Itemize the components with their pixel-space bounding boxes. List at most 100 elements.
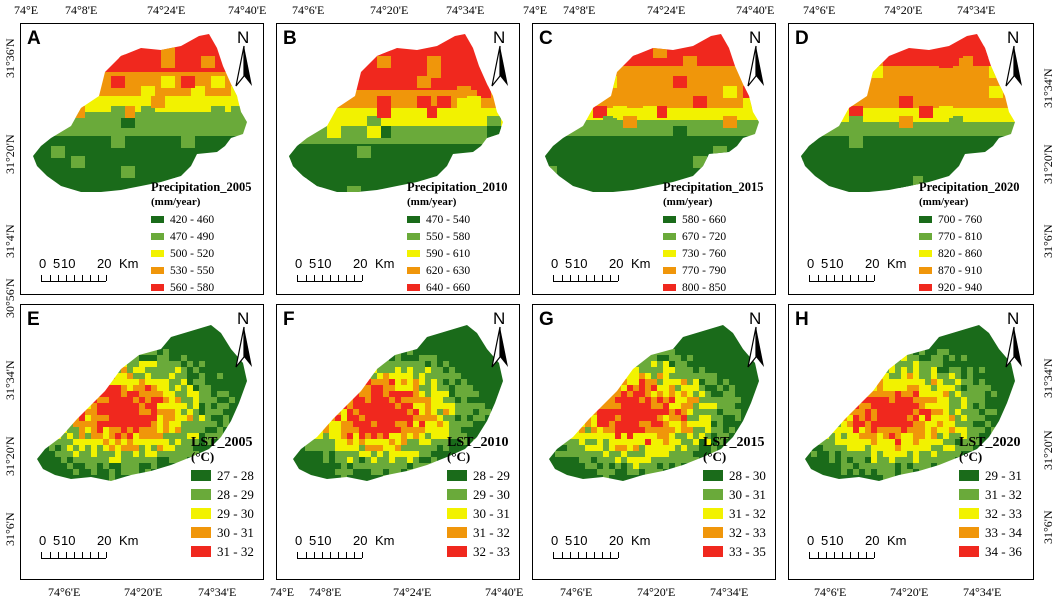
scale-bar-ticks xyxy=(553,552,619,559)
lst-cell xyxy=(765,421,771,427)
lst-cell xyxy=(335,337,341,343)
lst-cell xyxy=(961,421,967,427)
lst-cell xyxy=(961,355,967,361)
legend-swatch xyxy=(447,508,467,519)
legend-unit: (°C) xyxy=(703,449,727,464)
lst-cell xyxy=(805,469,811,475)
lst-cell xyxy=(759,391,765,397)
lst-cell xyxy=(889,481,895,487)
lst-cell xyxy=(311,337,317,343)
lst-cell xyxy=(91,415,97,421)
lst-cell xyxy=(823,451,829,457)
lst-cell xyxy=(835,391,841,397)
lst-cell xyxy=(907,457,913,463)
lst-cell xyxy=(145,343,151,349)
legend-item: 34 - 36 xyxy=(959,542,1022,561)
lst-cell xyxy=(85,361,91,367)
lst-cell xyxy=(407,427,413,433)
lst-cell xyxy=(55,337,61,343)
lst-cell xyxy=(723,373,729,379)
lst-cell xyxy=(621,385,627,391)
lst-cell xyxy=(573,463,579,469)
lst-cell xyxy=(449,415,455,421)
lst-cell xyxy=(579,319,585,325)
lst-cell xyxy=(615,373,621,379)
lst-cell xyxy=(359,475,365,481)
lst-cell xyxy=(829,385,835,391)
lst-cell xyxy=(579,373,585,379)
lst-cell xyxy=(85,349,91,355)
lst-cell xyxy=(395,385,401,391)
lst-cell xyxy=(817,463,823,469)
lst-cell xyxy=(407,343,413,349)
lst-cell xyxy=(835,355,841,361)
lst-cell xyxy=(883,487,889,493)
lst-cell xyxy=(883,409,889,415)
lst-cell xyxy=(317,415,323,421)
lst-cell xyxy=(865,331,871,337)
lst-cell xyxy=(329,331,335,337)
lst-cell xyxy=(1021,457,1027,463)
lst-cell xyxy=(639,421,645,427)
lst-cell xyxy=(479,403,485,409)
lst-cell xyxy=(389,355,395,361)
lst-cell xyxy=(961,331,967,337)
lst-cell xyxy=(877,487,883,493)
lst-cell xyxy=(841,349,847,355)
lst-cell xyxy=(925,337,931,343)
lst-cell xyxy=(353,439,359,445)
scale-number: 5 xyxy=(53,533,61,548)
lst-cell xyxy=(973,319,979,325)
lst-cell xyxy=(175,367,181,373)
lst-cell xyxy=(829,481,835,487)
lst-cell xyxy=(395,325,401,331)
lst-cell xyxy=(323,325,329,331)
lst-cell xyxy=(413,427,419,433)
lst-cell xyxy=(67,397,73,403)
lst-cell xyxy=(49,343,55,349)
lst-cell xyxy=(889,349,895,355)
lst-cell xyxy=(163,427,169,433)
legend-item: 31 - 32 xyxy=(703,504,766,523)
lst-cell xyxy=(753,373,759,379)
lst-cell xyxy=(651,439,657,445)
lst-cell xyxy=(157,415,163,421)
legend-item: 560 - 580 xyxy=(151,279,251,294)
lst-cell xyxy=(799,409,805,415)
lst-cell xyxy=(67,487,73,493)
lst-cell xyxy=(681,367,687,373)
lst-cell xyxy=(55,361,61,367)
lst-cell xyxy=(765,451,771,457)
lst-cell xyxy=(485,361,491,367)
lst-cell xyxy=(485,367,491,373)
lst-cell xyxy=(847,349,853,355)
lst-cell xyxy=(49,451,55,457)
lst-cell xyxy=(687,355,693,361)
lst-cell xyxy=(651,475,657,481)
lst-cell xyxy=(121,469,127,475)
lst-cell xyxy=(943,409,949,415)
lst-cell xyxy=(645,463,651,469)
lst-cell xyxy=(949,445,955,451)
lst-cell xyxy=(407,355,413,361)
lst-cell xyxy=(883,343,889,349)
lst-cell xyxy=(383,349,389,355)
lst-cell xyxy=(287,349,293,355)
lst-cell xyxy=(835,397,841,403)
lst-cell xyxy=(299,343,305,349)
lst-cell xyxy=(193,409,199,415)
lst-cell xyxy=(735,319,741,325)
legend-swatch xyxy=(919,284,932,291)
lst-cell xyxy=(961,349,967,355)
lst-cell xyxy=(55,343,61,349)
lst-cell xyxy=(473,385,479,391)
lst-cell xyxy=(829,409,835,415)
lst-cell xyxy=(383,373,389,379)
lst-cell xyxy=(663,421,669,427)
lst-cell xyxy=(603,373,609,379)
lst-cell xyxy=(103,427,109,433)
lst-cell xyxy=(675,451,681,457)
lst-cell xyxy=(85,403,91,409)
lst-cell xyxy=(585,391,591,397)
lst-cell xyxy=(847,445,853,451)
